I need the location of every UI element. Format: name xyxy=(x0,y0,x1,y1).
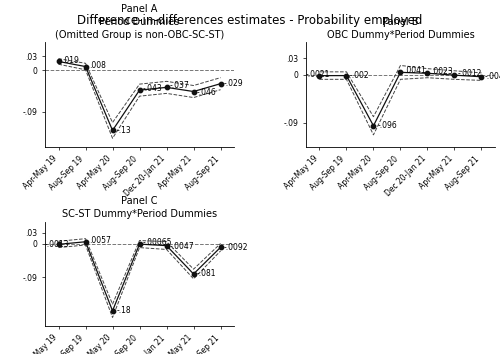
Text: .0023: .0023 xyxy=(430,67,452,76)
Point xyxy=(136,241,143,247)
Point xyxy=(316,73,324,79)
Text: .0057: .0057 xyxy=(89,236,110,245)
Point xyxy=(54,59,62,64)
Text: .0041: .0041 xyxy=(404,66,425,75)
Point xyxy=(190,271,198,277)
Text: -.037: -.037 xyxy=(170,81,190,91)
Point xyxy=(370,123,378,129)
Point xyxy=(216,81,224,86)
Point xyxy=(54,241,62,247)
Text: .019: .019 xyxy=(62,56,78,64)
Title: Panel C
SC-ST Dummy*Period Dummies: Panel C SC-ST Dummy*Period Dummies xyxy=(62,196,217,219)
Point xyxy=(162,85,170,90)
Point xyxy=(396,69,404,75)
Point xyxy=(162,243,170,249)
Text: -.029: -.029 xyxy=(224,79,244,88)
Text: -.0042: -.0042 xyxy=(484,72,500,81)
Text: -.0012: -.0012 xyxy=(458,69,482,78)
Point xyxy=(108,127,116,133)
Point xyxy=(108,308,116,314)
Text: .008: .008 xyxy=(89,61,106,70)
Text: -.0013: -.0013 xyxy=(45,240,70,249)
Text: -.081: -.081 xyxy=(197,269,216,279)
Point xyxy=(190,89,198,95)
Point xyxy=(216,245,224,250)
Text: -.0092: -.0092 xyxy=(224,243,248,252)
Point xyxy=(82,239,90,245)
Text: -.13: -.13 xyxy=(116,126,132,135)
Text: Difference-in-differences estimates - Probability employed: Difference-in-differences estimates - Pr… xyxy=(78,14,422,27)
Point xyxy=(450,72,458,78)
Point xyxy=(342,73,350,79)
Text: -.0047: -.0047 xyxy=(170,242,194,251)
Point xyxy=(424,70,432,76)
Text: -.002: -.002 xyxy=(350,71,370,80)
Text: -.096: -.096 xyxy=(378,121,398,130)
Text: -.00065: -.00065 xyxy=(143,239,172,247)
Point xyxy=(136,87,143,93)
Text: -.18: -.18 xyxy=(116,306,131,315)
Point xyxy=(82,64,90,69)
Title: Panel A
Period Dummies
(Omitted Group is non-OBC-SC-ST): Panel A Period Dummies (Omitted Group is… xyxy=(55,4,224,40)
Point xyxy=(478,74,486,80)
Text: -.0021: -.0021 xyxy=(306,70,330,79)
Text: -.043: -.043 xyxy=(143,84,163,93)
Text: -.046: -.046 xyxy=(197,88,216,97)
Title: Panel B
OBC Dummy*Period Dummies: Panel B OBC Dummy*Period Dummies xyxy=(326,17,474,40)
